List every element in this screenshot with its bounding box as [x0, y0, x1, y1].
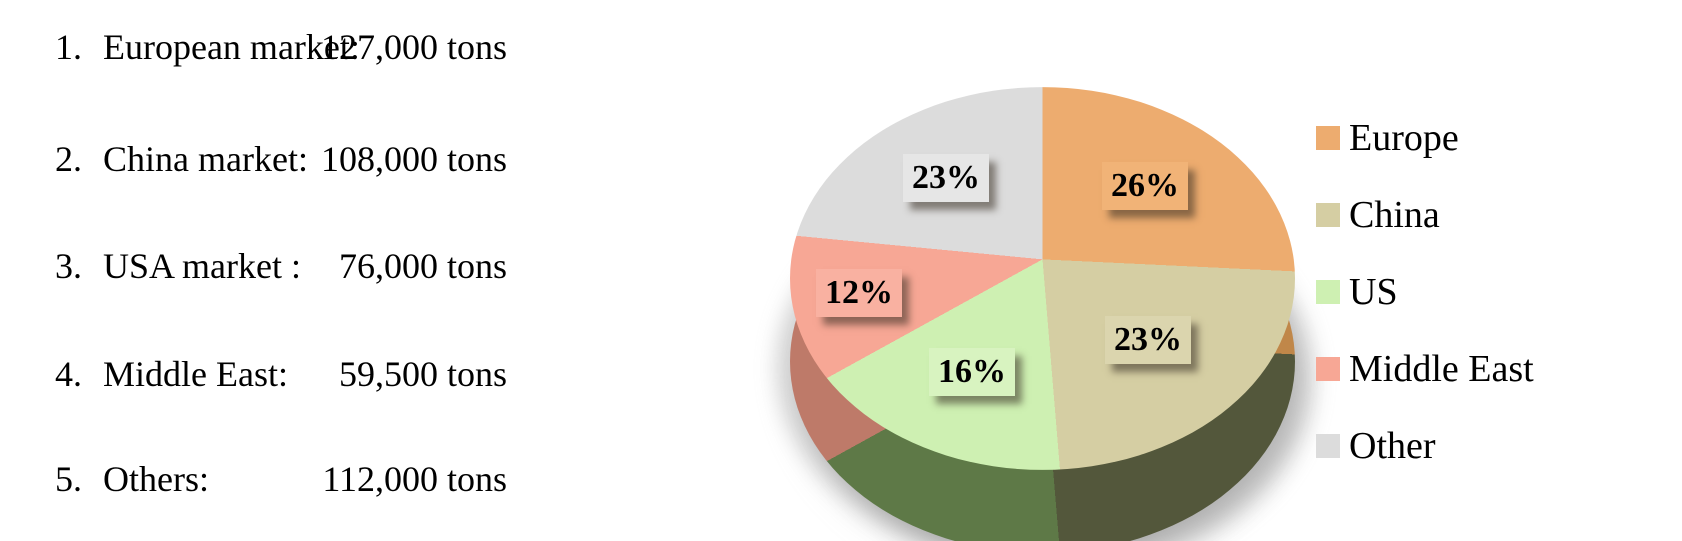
legend-swatch-middle-east — [1316, 357, 1340, 381]
list-item-number: 2. — [55, 139, 82, 179]
list-item-number: 5. — [55, 459, 82, 499]
list-item-number: 4. — [55, 354, 82, 394]
legend-label: US — [1349, 271, 1398, 313]
legend-item-middle-east: Middle East — [1316, 348, 1534, 390]
legend-item-other: Other — [1316, 425, 1436, 467]
list-item-value: 59,500 tons — [338, 354, 507, 394]
slice-label-other: 23% — [903, 154, 989, 202]
slice-label-middle-east: 12% — [816, 269, 902, 317]
pie-chart: 26% 23% 16% 12% 23% — [690, 50, 1310, 541]
legend-label: Middle East — [1349, 348, 1534, 390]
slice-label-europe: 26% — [1102, 162, 1188, 210]
legend-swatch-other — [1316, 434, 1340, 458]
list-item-value: 76,000 tons — [338, 246, 507, 286]
legend-label: Europe — [1349, 117, 1459, 159]
list-item-label: China market: — [103, 139, 308, 179]
list-item-number: 1. — [55, 27, 82, 67]
slice-label-china: 23% — [1105, 316, 1191, 364]
list-item-label: Middle East: — [103, 354, 288, 394]
legend-swatch-china — [1316, 203, 1340, 227]
legend-swatch-europe — [1316, 126, 1340, 150]
legend-item-china: China — [1316, 194, 1440, 236]
legend-swatch-us — [1316, 280, 1340, 304]
list-item-label: Others: — [103, 459, 209, 499]
slice-label-us: 16% — [929, 348, 1015, 396]
list-item-value: 127,000 tons — [320, 27, 507, 67]
list-item-label: European market: — [103, 27, 360, 67]
legend-label: Other — [1349, 425, 1436, 467]
legend-label: China — [1349, 194, 1440, 236]
market-list: 1. European market: 127,000 tons 2. Chin… — [0, 0, 560, 541]
list-item-number: 3. — [55, 246, 82, 286]
chart-legend: Europe China US Middle East Other — [1316, 117, 1676, 497]
list-item-label: USA market : — [103, 246, 301, 286]
list-item-value: 108,000 tons — [320, 139, 507, 179]
legend-item-us: US — [1316, 271, 1398, 313]
legend-item-europe: Europe — [1316, 117, 1459, 159]
list-item-value: 112,000 tons — [322, 459, 507, 499]
